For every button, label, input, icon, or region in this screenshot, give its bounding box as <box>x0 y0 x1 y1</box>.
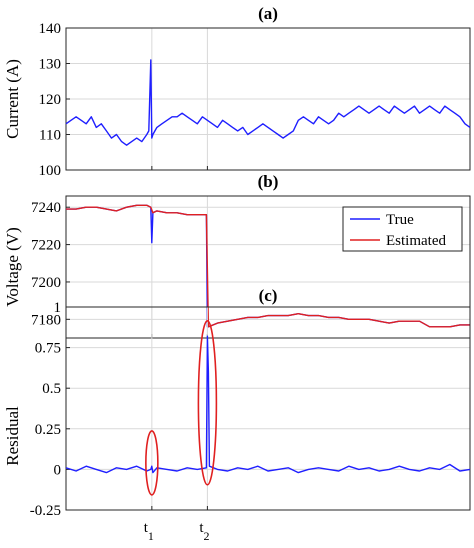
panel-c-xtick-label-t2: t2 <box>199 520 209 543</box>
panel-b-ytick-label: 7200 <box>31 275 61 291</box>
panel-a-ytick-label: 110 <box>39 128 61 144</box>
residual-ellipse-t2 <box>197 320 218 486</box>
panel-c-ytick-label: 0.75 <box>35 341 61 357</box>
panel-c-xtick-label-t1: t1 <box>144 520 154 543</box>
panel-c-residual: (c) -0.25 0 0.25 0.5 0.75 1 Residual t1 t2 <box>3 286 471 543</box>
panel-a-current: (a) 100 110 120 130 140 Current (A) <box>3 4 471 179</box>
panel-a-ytick-label: 100 <box>39 163 62 179</box>
panel-b-ylabel: Voltage (V) <box>3 227 22 306</box>
panel-a-series-0 <box>65 59 471 146</box>
legend-label-estimated: Estimated <box>386 233 446 249</box>
panel-a-ylabel: Current (A) <box>3 59 22 139</box>
panel-c-ytick-label: 1 <box>54 300 62 316</box>
panel-c-ytick-label: -0.25 <box>30 503 61 519</box>
panel-c-frame <box>65 306 471 511</box>
legend-label-true: True <box>386 212 414 228</box>
panel-b-series-estimated <box>66 204 470 328</box>
panel-b-frame <box>65 195 471 339</box>
panel-a-ytick-label: 130 <box>39 57 62 73</box>
panel-c-ytick-label: 0 <box>54 462 62 478</box>
panel-b-ytick-label: 7180 <box>31 312 61 328</box>
panel-c-ytick-label: 0.5 <box>42 381 61 397</box>
panel-c-ylabel: Residual <box>3 406 22 466</box>
panel-b-ytick-label: 7220 <box>31 238 61 254</box>
panel-c-series-0 <box>65 335 471 474</box>
panel-c-title: (c) <box>259 286 278 305</box>
panel-b-ytick-label: 7240 <box>31 200 61 216</box>
residual-ellipse-t1 <box>145 430 159 496</box>
panel-a-ytick-label: 140 <box>39 21 62 37</box>
panel-b-voltage: (b) 7180 7200 7220 7240 Voltage (V) True Es… <box>3 172 471 339</box>
panel-b-legend: True Estimated <box>342 206 463 252</box>
panel-c-ytick-label: 0.25 <box>35 422 61 438</box>
panel-b-title: (b) <box>258 172 279 191</box>
panel-a-title: (a) <box>258 4 278 23</box>
legend-box <box>342 206 463 252</box>
panel-a-ytick-label: 120 <box>39 92 62 108</box>
